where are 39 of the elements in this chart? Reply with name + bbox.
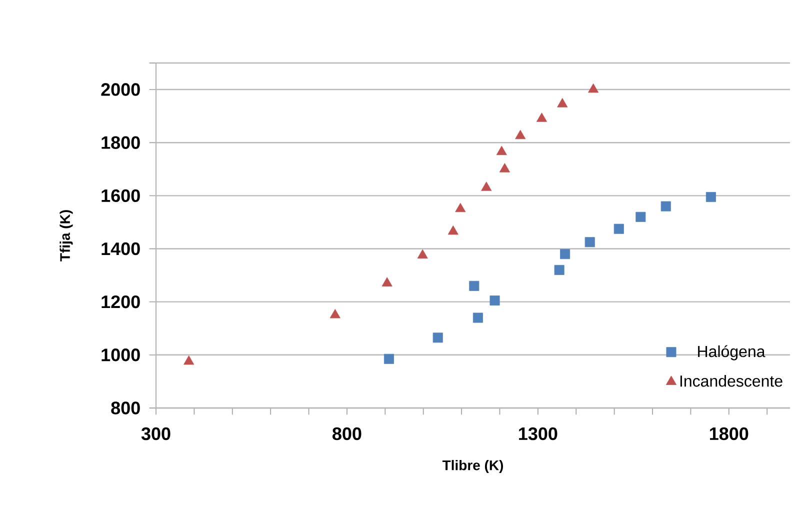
- legend-label: Incandescente: [680, 375, 782, 387]
- point: [417, 249, 428, 259]
- point: [490, 296, 500, 306]
- point: [588, 83, 599, 93]
- point: [554, 264, 564, 275]
- point: [706, 192, 716, 202]
- y-tick-label: 1000: [102, 348, 140, 362]
- point: [432, 332, 443, 343]
- point: [660, 201, 671, 212]
- point: [560, 249, 570, 260]
- point: [536, 112, 548, 122]
- legend-label: Halógena: [698, 345, 766, 360]
- y-tick-label: 1800: [102, 136, 140, 149]
- y-tick-label: 2000: [101, 83, 140, 96]
- point: [584, 237, 595, 248]
- point: [384, 354, 394, 364]
- point: [330, 309, 340, 318]
- point: [472, 312, 483, 323]
- y-axis-title: Tfija (K): [60, 210, 73, 262]
- y-tick-label: 1200: [102, 295, 140, 308]
- x-axis-title: Tlibre (K): [442, 460, 503, 474]
- x-tick-label: 1800: [710, 427, 748, 440]
- y-tick-label: 800: [111, 402, 140, 414]
- point: [614, 224, 624, 234]
- point: [496, 146, 507, 156]
- point: [469, 280, 480, 291]
- point: [557, 98, 568, 108]
- y-tick-label: 1600: [102, 189, 140, 202]
- point: [448, 225, 458, 235]
- x-tick-label: 800: [332, 427, 362, 440]
- point: [382, 277, 392, 286]
- point: [455, 202, 466, 212]
- x-tick-label: 300: [141, 427, 170, 440]
- point: [481, 182, 492, 191]
- x-tick-label: 1300: [519, 427, 558, 440]
- point: [515, 130, 526, 140]
- y-tick-label: 1400: [102, 242, 140, 256]
- point: [499, 163, 510, 172]
- point: [636, 212, 646, 222]
